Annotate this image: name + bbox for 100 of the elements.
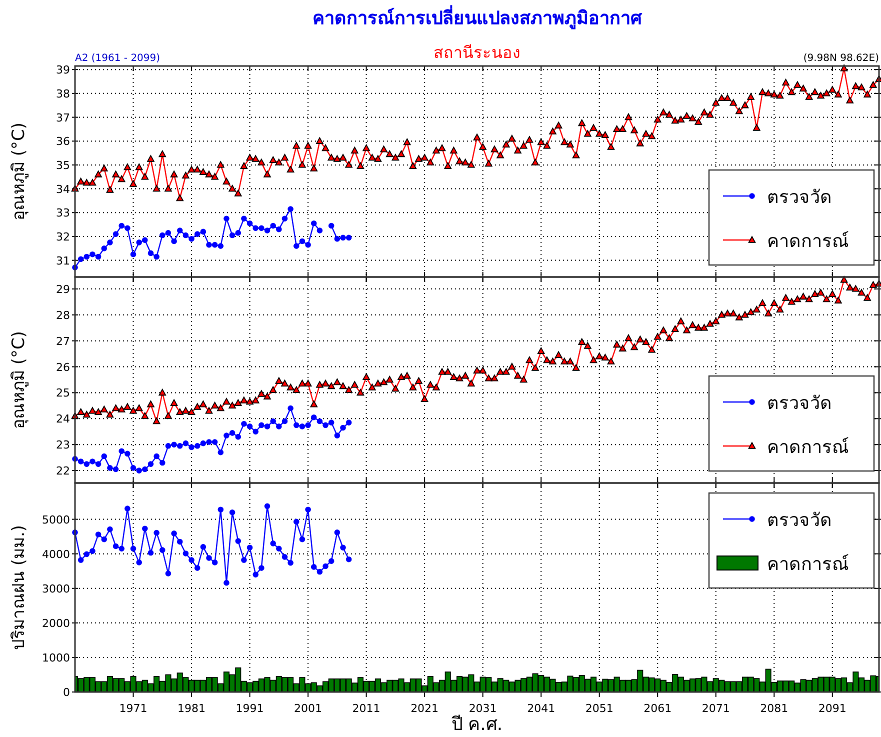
point (252, 428, 259, 435)
point (346, 556, 352, 562)
point (328, 222, 334, 229)
point (218, 506, 224, 512)
point (310, 414, 317, 420)
point (252, 572, 259, 578)
y-tick-label: 28 (56, 308, 70, 322)
legend-label: ตรวจวัด (767, 510, 832, 531)
point (148, 550, 154, 556)
point (176, 538, 183, 545)
point (101, 245, 108, 252)
point (288, 405, 294, 412)
point (90, 251, 96, 258)
point (212, 439, 218, 445)
point (171, 530, 177, 536)
x-tick-label: 2041 (527, 702, 556, 715)
point (206, 555, 212, 561)
point (334, 530, 340, 536)
point (78, 458, 84, 464)
y-tick-label: 5000 (42, 513, 70, 526)
y-tick-label: 37 (56, 111, 70, 124)
x-tick-label: 1981 (178, 702, 206, 715)
y-tick-label: 34 (56, 182, 70, 196)
point (84, 254, 90, 260)
point (270, 540, 276, 546)
y-tick-label: 27 (56, 334, 70, 348)
point (95, 254, 102, 260)
y-tick-label: 26 (56, 360, 70, 374)
point (229, 232, 236, 238)
point (194, 443, 200, 449)
point (171, 442, 177, 448)
point (235, 538, 242, 544)
point (270, 222, 276, 229)
point (212, 560, 218, 566)
y-tick-label: 24 (56, 412, 70, 426)
point (224, 432, 230, 438)
y-tick-label: 22 (56, 464, 70, 478)
x-axis-title: ปี ค.ศ. (451, 714, 503, 735)
point (322, 563, 328, 570)
point (305, 422, 311, 428)
point (188, 444, 194, 450)
point (299, 536, 306, 542)
point (322, 422, 328, 428)
point (206, 439, 212, 445)
y-axis-title: อุณหภูมิ (°C) (9, 330, 29, 430)
point (241, 557, 247, 563)
y-tick-label: 23 (56, 438, 70, 452)
point (142, 466, 148, 472)
point (310, 564, 317, 570)
point (282, 554, 288, 560)
point (276, 226, 282, 232)
point (112, 231, 119, 237)
point (224, 216, 230, 222)
y-tick-label: 3000 (42, 582, 70, 596)
legend-label: ตรวจวัด (767, 393, 832, 414)
point (334, 236, 340, 242)
point (194, 565, 200, 571)
point (212, 242, 218, 248)
point (194, 231, 200, 237)
point (293, 243, 300, 249)
point (90, 548, 96, 554)
y-tick-label: 35 (56, 158, 70, 172)
point (78, 557, 84, 563)
point (101, 536, 108, 542)
point (136, 240, 142, 246)
chart-title: คาดการณ์การเปลี่ยนแปลงสภาพภูมิอากาศ (312, 5, 642, 30)
point (188, 557, 194, 563)
point (340, 234, 346, 241)
point (288, 206, 294, 212)
point (165, 570, 172, 576)
point (246, 544, 253, 550)
point (310, 220, 317, 226)
point (182, 550, 189, 556)
point (235, 230, 242, 236)
y-tick-label: 32 (56, 230, 70, 244)
point (340, 424, 346, 431)
legend-label: คาดการณ์ (767, 554, 849, 575)
point (229, 430, 236, 436)
point (148, 250, 154, 256)
point (241, 216, 247, 222)
point (340, 544, 346, 550)
point (316, 228, 323, 234)
y-tick-label: 2000 (42, 616, 70, 630)
point (90, 458, 96, 464)
point (264, 503, 270, 510)
point (276, 546, 282, 552)
point (78, 256, 84, 262)
point (200, 544, 206, 550)
point (258, 422, 264, 428)
x-tick-label: 2031 (468, 702, 497, 715)
point (154, 453, 160, 460)
point (282, 216, 288, 222)
point (142, 526, 148, 532)
point (159, 547, 166, 553)
point (270, 418, 276, 424)
point (346, 420, 352, 426)
point (246, 424, 253, 430)
point (218, 243, 224, 249)
point (130, 251, 136, 258)
point (124, 506, 130, 512)
